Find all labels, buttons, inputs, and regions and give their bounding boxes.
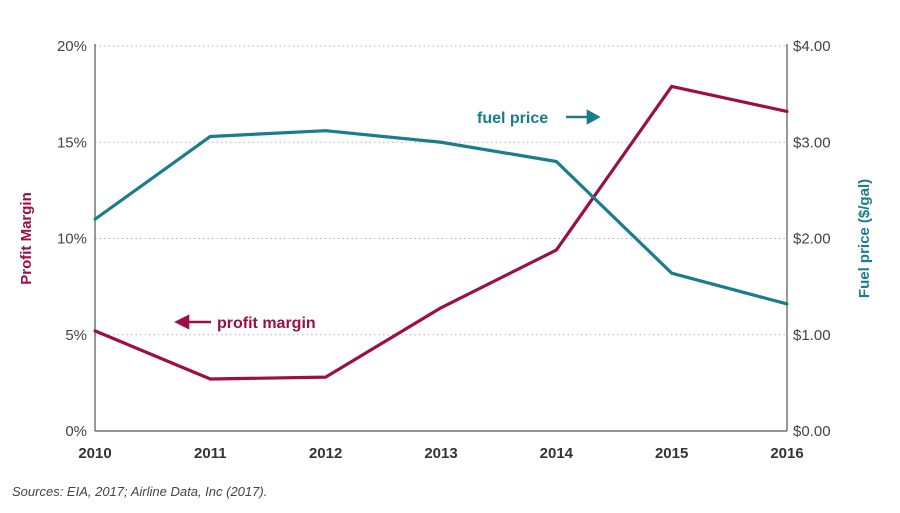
fuel-price-point bbox=[93, 217, 97, 221]
left-tick-label: 0% bbox=[65, 423, 87, 440]
right-arrow-icon bbox=[566, 109, 601, 125]
left-axis-label: Profit Margin bbox=[18, 192, 35, 285]
profit-margin-point bbox=[670, 84, 674, 88]
axes bbox=[94, 44, 788, 432]
x-axis-ticks: 2010 2011 2012 2013 2014 2015 2016 bbox=[78, 445, 803, 462]
x-tick-label: 2014 bbox=[540, 445, 574, 462]
profit-margin-point bbox=[324, 375, 328, 379]
profit-margin-point bbox=[208, 377, 212, 381]
left-axis-ticks: 0% 5% 10% 15% 20% bbox=[57, 38, 87, 440]
series-lines bbox=[93, 84, 789, 381]
left-tick-label: 20% bbox=[57, 38, 87, 55]
right-tick-label: $4.00 bbox=[793, 38, 831, 55]
x-tick-label: 2016 bbox=[770, 445, 803, 462]
annotation-profit-margin-text: profit margin bbox=[217, 315, 316, 332]
fuel-price-point bbox=[324, 129, 328, 133]
left-tick-label: 10% bbox=[57, 231, 87, 248]
fuel-price-point bbox=[670, 271, 674, 275]
profit-margin-point bbox=[554, 248, 558, 252]
fuel-price-line bbox=[94, 129, 788, 306]
annotation-fuel-price-text: fuel price bbox=[477, 110, 548, 127]
x-tick-label: 2015 bbox=[655, 445, 688, 462]
right-tick-label: $2.00 bbox=[793, 231, 831, 248]
right-axis-ticks: $0.00 $1.00 $2.00 $3.00 $4.00 bbox=[793, 38, 831, 440]
profit-margin-point bbox=[93, 329, 97, 333]
right-axis-label: Fuel price ($/gal) bbox=[856, 179, 873, 298]
x-tick-label: 2010 bbox=[78, 445, 111, 462]
left-tick-label: 15% bbox=[57, 134, 87, 151]
gridlines bbox=[95, 45, 787, 336]
annotation-fuel-price: fuel price bbox=[477, 109, 601, 127]
left-tick-label: 5% bbox=[65, 327, 87, 344]
x-tick-label: 2013 bbox=[424, 445, 457, 462]
x-tick-label: 2012 bbox=[309, 445, 342, 462]
fuel-price-point bbox=[554, 160, 558, 163]
right-tick-label: $3.00 bbox=[793, 134, 831, 151]
fuel-price-point bbox=[439, 140, 443, 144]
profit-margin-point bbox=[439, 306, 443, 310]
fuel-price-point bbox=[208, 134, 212, 138]
right-tick-label: $0.00 bbox=[793, 423, 831, 440]
annotation-profit-margin: profit margin bbox=[174, 314, 316, 332]
profit-margin-point bbox=[785, 109, 789, 113]
source-note: Sources: EIA, 2017; Airline Data, Inc (2… bbox=[12, 484, 268, 499]
left-arrow-icon bbox=[174, 314, 211, 330]
x-tick-label: 2011 bbox=[194, 445, 227, 462]
fuel-price-point bbox=[785, 302, 789, 306]
right-tick-label: $1.00 bbox=[793, 327, 831, 344]
